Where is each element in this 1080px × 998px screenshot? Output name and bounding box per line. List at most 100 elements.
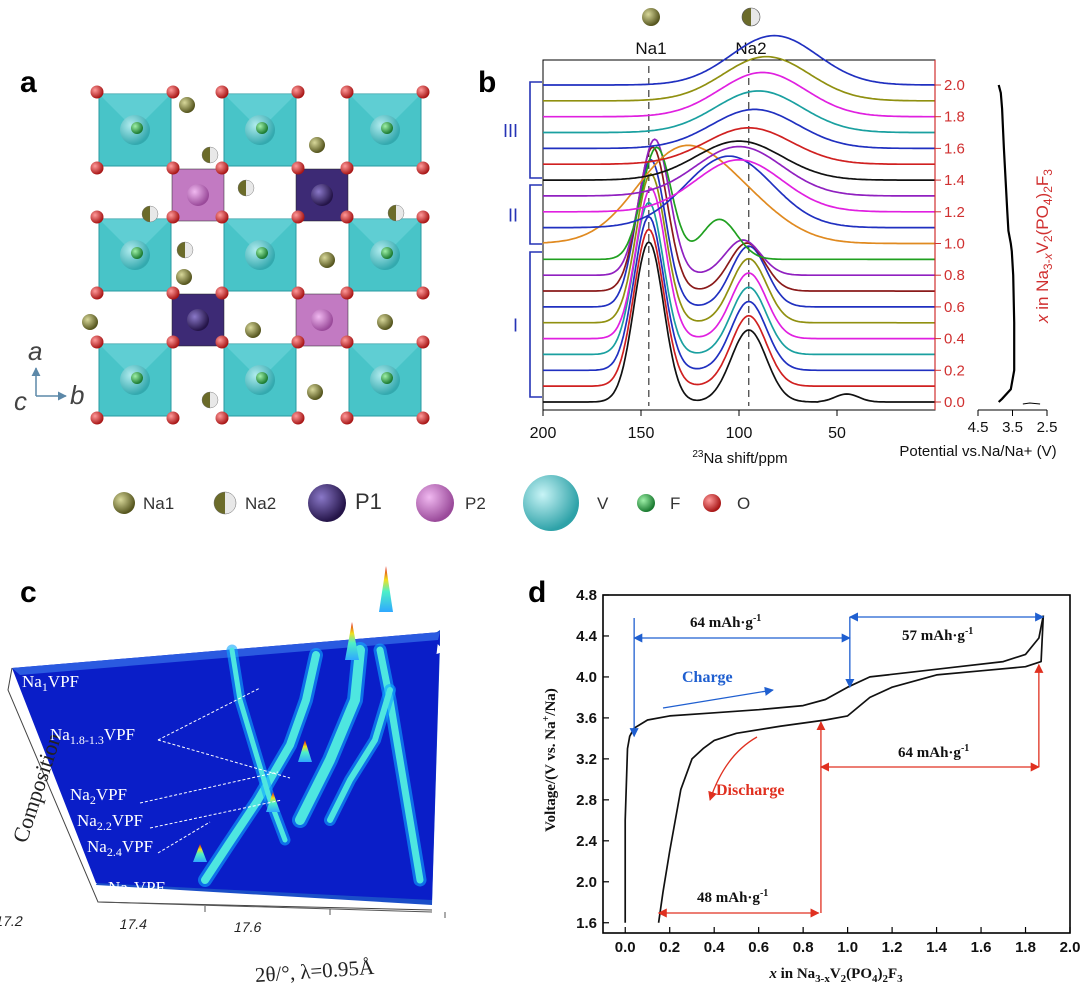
nmr-spectrum <box>543 146 935 261</box>
o-atom <box>340 411 354 425</box>
o-atom <box>291 411 305 425</box>
surface-x-tick-label: 17.2 <box>0 913 25 929</box>
x-tick-label: 1.4 <box>926 939 948 956</box>
nmr-spectrum <box>543 126 935 166</box>
x-tick-label: 1.6 <box>971 939 992 956</box>
charge-arrow <box>436 644 516 861</box>
o-atom <box>416 161 430 175</box>
o-atom <box>416 286 430 300</box>
x-tick-label: 1.8 <box>1015 939 1036 956</box>
diffraction-peak <box>345 622 359 660</box>
o-atom <box>340 286 354 300</box>
na2-atom <box>201 391 219 409</box>
surface-x-tick-label: 17.4 <box>118 916 149 932</box>
panel-b-letter: b <box>478 66 496 99</box>
y-tick-label: 4.4 <box>576 628 598 645</box>
na1-atom <box>307 384 323 400</box>
f-atom <box>256 372 268 384</box>
na2-site-icon <box>741 7 761 27</box>
p-atom <box>311 184 333 206</box>
nmr-spectrum <box>543 172 935 324</box>
phase-label: Na3VPF <box>108 878 165 900</box>
na1-site-icon <box>642 8 660 26</box>
o-atom <box>340 335 354 349</box>
na1-atom <box>179 97 195 113</box>
site-markers: Na1 Na2 <box>635 7 767 58</box>
plot-frame <box>602 594 1071 934</box>
o-atom <box>90 286 104 300</box>
nmr-spectrum <box>543 240 935 403</box>
surface-axis-box <box>7 667 433 911</box>
x-tick-label: 0.6 <box>748 939 769 956</box>
composition-tick-label: 0.2 <box>944 362 965 379</box>
axis-b-label: b <box>70 380 84 410</box>
o-atom <box>166 161 180 175</box>
octahedron-face <box>224 219 296 255</box>
octahedron-face <box>99 344 171 380</box>
composition-tick-label: 1.2 <box>944 204 965 221</box>
phase-label: Na2VPF <box>70 785 127 807</box>
panel-c-letter: c <box>20 576 37 609</box>
region-bracket <box>529 184 542 245</box>
p-atom <box>311 309 333 331</box>
legend-v-icon <box>523 475 579 531</box>
o-atom <box>215 161 229 175</box>
composition-axis: 0.0 0.2 0.4 0.6 0.8 1.0 1.2 1.4 1.6 1.8 2.0 <box>934 60 965 411</box>
region-label: I <box>513 316 518 336</box>
o-atom <box>340 210 354 224</box>
discharge-direction-arrow <box>708 736 758 801</box>
p-atom <box>187 184 209 206</box>
f-atom <box>256 122 268 134</box>
nmr-spectrum <box>543 228 935 387</box>
octahedron-face <box>349 344 421 380</box>
na2-atom <box>387 204 405 222</box>
region-label: III <box>503 121 518 141</box>
octahedron-face <box>99 219 171 255</box>
potential-axis-label: Potential vs.Na/Na+ (V) <box>899 443 1056 460</box>
potential-tick-label: 2.5 <box>1037 419 1058 436</box>
o-atom <box>215 286 229 300</box>
composition-tick-label: 1.0 <box>944 236 965 253</box>
nmr-spectrum <box>543 187 935 340</box>
y-tick-label: 4.8 <box>576 587 597 604</box>
nmr-spectrum <box>543 201 935 356</box>
region-bracket <box>529 81 542 179</box>
o-atom <box>215 85 229 99</box>
o-atom <box>215 210 229 224</box>
surface-x-label: 2θ/°, λ=0.95Å <box>254 955 375 987</box>
diffraction-peak <box>193 844 207 862</box>
x-tick-label: 100 <box>726 425 753 442</box>
f-atom <box>256 247 268 259</box>
surface-x-tick-label: 17.6 <box>233 919 264 935</box>
surface-x-axis <box>97 901 433 913</box>
octahedron-face <box>224 94 296 130</box>
na1-site-label: Na1 <box>635 39 666 58</box>
octahedron-face <box>349 219 421 255</box>
panel-a-letter: a <box>20 66 37 99</box>
y-tick-label: 2.8 <box>576 792 597 809</box>
x-tick-label: 1.0 <box>837 939 858 956</box>
diffraction-peak <box>379 566 393 612</box>
legend-na2-label: Na2 <box>245 494 276 513</box>
x-axis-label: 23Na shift/ppm <box>692 449 787 467</box>
panel-c: c Charge 17.2 17.4 17.6 2θ/°, λ=0.95Å Composi… <box>0 566 516 987</box>
discharge-curve <box>657 615 1045 923</box>
composition-tick-label: 1.6 <box>944 140 965 157</box>
surface-back-edge <box>12 632 440 675</box>
x-tick-label: 0.8 <box>793 939 814 956</box>
panel-d-letter: d <box>528 576 546 609</box>
y-tick-label: 2.4 <box>576 833 598 850</box>
phase-pointer <box>157 739 291 779</box>
composition-tick-label: 1.4 <box>944 172 965 189</box>
o-atom <box>416 210 430 224</box>
o-atom <box>166 411 180 425</box>
o-atom <box>166 85 180 99</box>
o-atom <box>166 210 180 224</box>
x-axis-label: x in Na3-xV2(PO4)2F3 <box>768 966 903 985</box>
o-atom <box>90 161 104 175</box>
composition-tick-label: 0.6 <box>944 299 965 316</box>
nmr-spectrum <box>543 158 935 213</box>
f-atom <box>131 247 143 259</box>
